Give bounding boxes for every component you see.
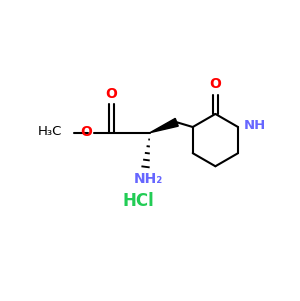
Text: O: O	[209, 77, 221, 91]
Text: NH₂: NH₂	[134, 172, 163, 186]
Polygon shape	[150, 118, 178, 133]
Text: H₃C: H₃C	[38, 125, 62, 138]
Text: O: O	[80, 125, 92, 139]
Text: O: O	[105, 87, 117, 101]
Text: NH: NH	[243, 119, 266, 132]
Text: HCl: HCl	[122, 192, 154, 210]
